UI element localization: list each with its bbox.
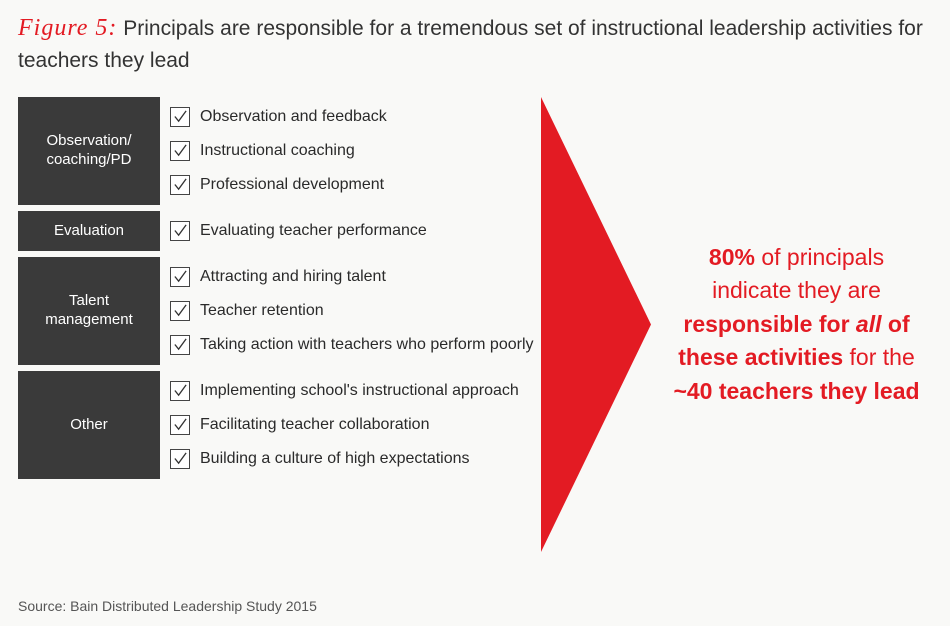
checkmark-icon — [170, 267, 190, 287]
checkmark-icon — [170, 415, 190, 435]
figure-caption: Principals are responsible for a tremend… — [18, 17, 923, 72]
checkmark-icon — [170, 175, 190, 195]
check-row: Taking action with teachers who perform … — [170, 335, 534, 355]
check-row: Facilitating teacher collaboration — [170, 415, 519, 435]
category-block: Evaluation Evaluating teacher performance — [18, 211, 556, 251]
item-text: Observation and feedback — [200, 108, 387, 126]
category-block: Observation/coaching/PDObservation and f… — [18, 97, 556, 205]
item-text: Teacher retention — [200, 302, 324, 320]
callout-segment: 80% — [709, 244, 755, 270]
item-text: Building a culture of high expectations — [200, 450, 470, 468]
checkmark-icon — [170, 301, 190, 321]
item-text: Evaluating teacher performance — [200, 222, 427, 240]
item-text: Instructional coaching — [200, 142, 355, 160]
category-label: Talentmanagement — [18, 257, 160, 365]
content-row: Observation/coaching/PDObservation and f… — [18, 97, 932, 552]
category-block: TalentmanagementAttracting and hiring ta… — [18, 257, 556, 365]
item-text: Attracting and hiring talent — [200, 268, 386, 286]
check-row: Observation and feedback — [170, 107, 387, 127]
check-row: Teacher retention — [170, 301, 534, 321]
source-citation: Source: Bain Distributed Leadership Stud… — [18, 598, 317, 614]
item-text: Taking action with teachers who perform … — [200, 336, 534, 354]
category-block: Other Implementing school's instructional… — [18, 371, 556, 479]
checkmark-icon — [170, 449, 190, 469]
item-text: Facilitating teacher collaboration — [200, 416, 429, 434]
arrow-icon — [541, 97, 651, 552]
items-list: Evaluating teacher performance — [170, 211, 427, 251]
category-label: Other — [18, 371, 160, 479]
checkmark-icon — [170, 381, 190, 401]
figure-title: Figure 5: Principals are responsible for… — [18, 12, 932, 75]
checkmark-icon — [170, 335, 190, 355]
checkmark-icon — [170, 107, 190, 127]
callout-segment: responsible for — [683, 311, 856, 337]
items-list: Observation and feedback Instructional co… — [170, 97, 387, 205]
items-list: Attracting and hiring talent Teacher rete… — [170, 257, 534, 365]
check-row: Instructional coaching — [170, 141, 387, 161]
items-list: Implementing school's instructional appr… — [170, 371, 519, 479]
check-row: Implementing school's instructional appr… — [170, 381, 519, 401]
callout-segment: ~40 teachers they lead — [673, 378, 919, 404]
checkmark-icon — [170, 221, 190, 241]
check-row: Professional development — [170, 175, 387, 195]
check-row: Attracting and hiring talent — [170, 267, 534, 287]
check-row: Building a culture of high expectations — [170, 449, 519, 469]
check-row: Evaluating teacher performance — [170, 221, 427, 241]
category-label: Observation/coaching/PD — [18, 97, 160, 205]
callout-segment: for the — [843, 344, 915, 370]
category-label: Evaluation — [18, 211, 160, 251]
arrow-column — [541, 97, 651, 552]
callout-segment: all — [856, 311, 882, 337]
categories-column: Observation/coaching/PDObservation and f… — [18, 97, 556, 552]
item-text: Implementing school's instructional appr… — [200, 382, 519, 400]
checkmark-icon — [170, 141, 190, 161]
figure-label: Figure 5: — [18, 15, 117, 41]
callout-text: 80% of principals indicate they are resp… — [669, 241, 924, 408]
item-text: Professional development — [200, 176, 384, 194]
callout-column: 80% of principals indicate they are resp… — [651, 97, 932, 552]
